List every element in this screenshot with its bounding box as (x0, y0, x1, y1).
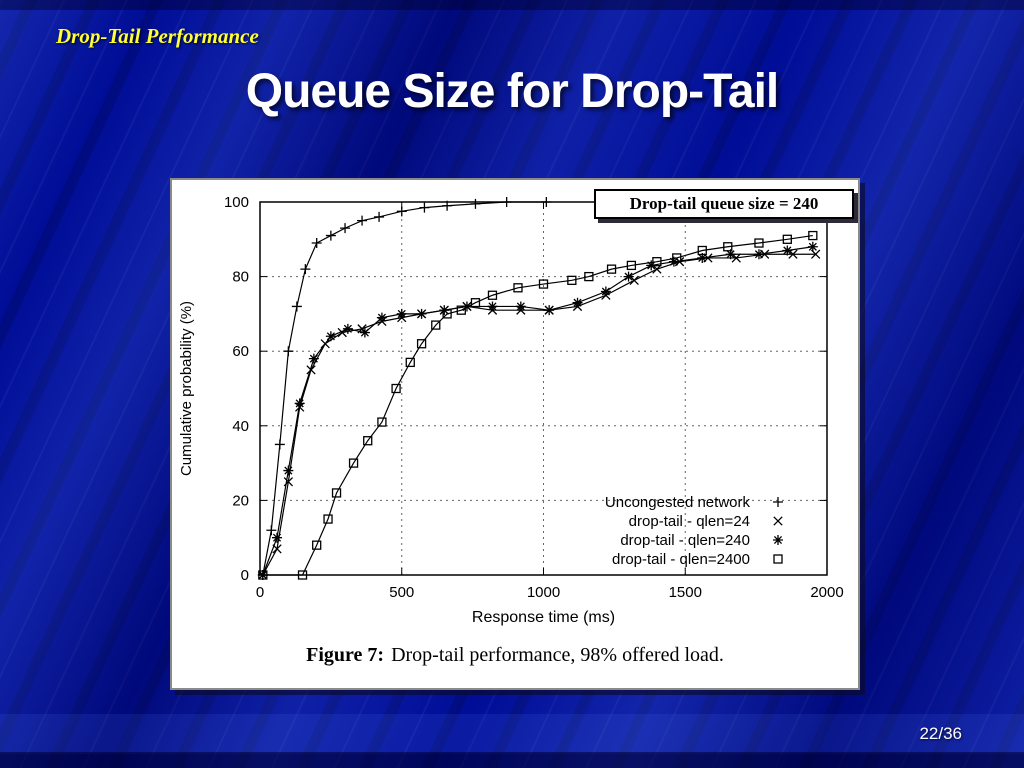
series-square (258, 230, 818, 580)
svg-text:40: 40 (232, 418, 249, 435)
chart-legend: Uncongested network drop-tail - qlen=24 dr… (605, 494, 751, 568)
svg-text:Uncongested network: Uncongested network (605, 494, 751, 511)
caption-prefix: Figure 7: (306, 644, 385, 666)
svg-text:drop-tail - qlen=24: drop-tail - qlen=24 (629, 513, 750, 530)
axis-labels: 0 500 1000 1500 2000 0 20 40 60 80 100 Response tim… (178, 194, 844, 626)
svg-text:100: 100 (224, 194, 249, 211)
chart-svg: 0 500 1000 1500 2000 0 20 40 60 80 100 Response tim… (178, 194, 844, 626)
bottom-band (0, 714, 1024, 754)
page-number: 22/36 (919, 724, 962, 743)
slide-kicker: Drop-Tail Performance (56, 24, 259, 48)
svg-text:1500: 1500 (669, 584, 702, 601)
svg-text:60: 60 (232, 343, 249, 360)
svg-text:20: 20 (232, 492, 249, 509)
series-plus (257, 197, 552, 580)
svg-text:80: 80 (232, 269, 249, 286)
y-axis-label: Cumulative probability (%) (178, 301, 195, 476)
svg-text:0: 0 (256, 584, 264, 601)
callout-box: Drop-tail queue size = 240 (594, 189, 854, 219)
figure-panel: 0 500 1000 1500 2000 0 20 40 60 80 100 Response tim… (170, 178, 860, 690)
svg-text:1000: 1000 (527, 584, 560, 601)
top-strip (0, 0, 1024, 10)
caption-text: Drop-tail performance, 98% offered load. (391, 644, 724, 666)
x-axis-label: Response time (ms) (472, 609, 615, 626)
callout-text: Drop-tail queue size = 240 (629, 194, 819, 213)
svg-text:0: 0 (241, 567, 249, 584)
chart-legend-markers (773, 497, 783, 564)
slide-title: Queue Size for Drop-Tail (245, 65, 780, 118)
svg-text:drop-tail - qlen=2400: drop-tail - qlen=2400 (612, 551, 750, 568)
bottom-strip (0, 752, 1024, 768)
svg-text:drop-tail - qlen=240: drop-tail - qlen=240 (620, 532, 750, 549)
svg-text:500: 500 (389, 584, 414, 601)
svg-text:2000: 2000 (810, 584, 843, 601)
figure-caption: Figure 7: Drop-tail performance, 98% offe… (172, 644, 858, 667)
